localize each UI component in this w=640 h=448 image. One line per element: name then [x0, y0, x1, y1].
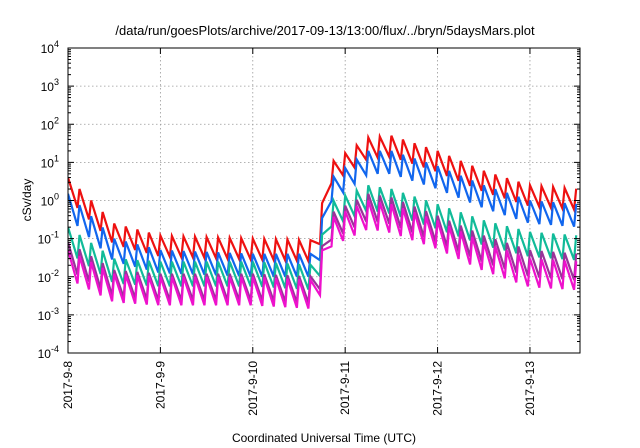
x-tick-label: 2017-9-12: [431, 361, 445, 416]
y-axis-label: cSv/day: [20, 179, 34, 222]
y-tick-label: 10-4: [38, 344, 59, 361]
series-line: [68, 132, 578, 266]
y-tick-label: 103: [41, 77, 59, 94]
x-tick-label: 2017-9-8: [61, 361, 75, 409]
x-tick-label: 2017-9-11: [338, 361, 352, 415]
series-line: [68, 150, 578, 278]
y-tick-label: 101: [41, 153, 59, 170]
y-tick-label: 104: [41, 39, 59, 56]
y-tick-label: 100: [41, 192, 59, 209]
y-tick-label: 10-3: [38, 306, 59, 323]
x-tick-label: 2017-9-10: [246, 361, 260, 416]
y-tick-label: 102: [41, 115, 59, 132]
series-group: [68, 132, 578, 309]
x-tick-label: 2017-9-9: [153, 361, 167, 409]
y-tick-label: 10-1: [38, 230, 59, 247]
y-tick-label: 10-2: [38, 268, 59, 285]
x-tick-label: 2017-9-13: [523, 361, 537, 416]
series-line: [68, 200, 578, 309]
x-axis-label: Coordinated Universal Time (UTC): [232, 431, 416, 445]
x-axis-ticks: 2017-9-8 2017-9-9 2017-9-10 2017-9-11 2017-9…: [61, 48, 537, 416]
series-line: [68, 184, 578, 290]
chart-title: /data/run/goesPlots/archive/2017-09-13/1…: [115, 23, 535, 38]
y-axis-ticks: 10-4 10-3 10-2 10-1 100 101 102 103 104: [38, 39, 580, 361]
